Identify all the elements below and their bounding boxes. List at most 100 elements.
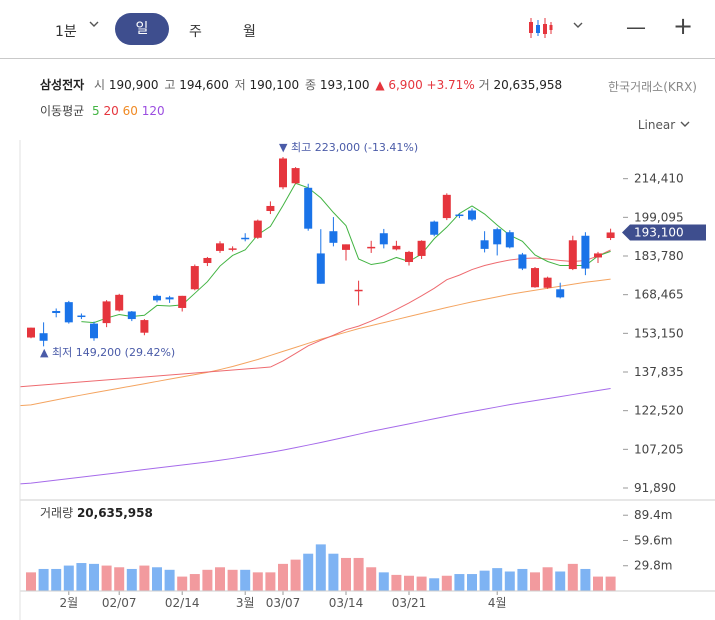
change-percent: +3.71% <box>426 78 475 92</box>
current-price-tag <box>622 224 706 241</box>
volume-bar <box>38 568 49 591</box>
price-tick-label: 153,150 <box>634 326 684 340</box>
low-label: 저 <box>234 78 246 92</box>
change-value: ▲ 6,900 <box>375 78 423 92</box>
volume-bar <box>76 563 87 591</box>
price-tick-label: 168,465 <box>634 288 684 302</box>
ma120-line <box>19 388 611 485</box>
candle-body <box>455 214 464 217</box>
candle-body <box>216 243 224 251</box>
price-tick-label: 199,095 <box>634 210 684 224</box>
ma-120-label[interactable]: 120 <box>141 104 165 118</box>
time-tick-label: 4월 <box>488 596 507 610</box>
ma-5-label[interactable]: 5 <box>92 104 100 118</box>
candle-body <box>178 295 187 308</box>
chevron-down-icon <box>89 21 99 27</box>
candle-body <box>392 245 401 250</box>
candle-body <box>556 289 565 298</box>
time-tick-label: 2월 <box>59 596 78 610</box>
stock-name: 삼성전자 <box>40 78 85 92</box>
exchange-label: 한국거래소(KRX) <box>608 80 697 94</box>
price-summary: 삼성전자 시 190,900 고 194,600 저 190,100 종 193… <box>40 76 564 93</box>
candle-body <box>594 253 602 258</box>
chart-type-dropdown[interactable] <box>572 19 584 35</box>
ma20-line <box>270 249 611 368</box>
volume-bar <box>290 559 301 591</box>
candle-body <box>316 253 325 284</box>
volume-bar <box>114 567 125 591</box>
candle-body <box>266 205 275 212</box>
volume-tick-label: 59.6m <box>634 533 672 547</box>
low-value: 190,100 <box>249 78 300 92</box>
ma-legend-label: 이동평균 <box>40 104 85 118</box>
volume-bar <box>441 575 452 591</box>
candle-body <box>468 210 476 220</box>
volume-bar <box>454 574 465 591</box>
time-tick-label: 03/21 <box>392 596 427 610</box>
volume-bar <box>101 565 112 591</box>
ma-20-label[interactable]: 20 <box>103 104 119 118</box>
candle-body <box>279 158 287 188</box>
zoom-in-button[interactable]: + <box>673 12 694 40</box>
tab-week[interactable]: 주 <box>189 24 202 40</box>
candle-body <box>291 168 300 184</box>
volume-bar <box>328 553 339 591</box>
ma60-line <box>19 278 611 407</box>
volume-title: 거래량 20,635,958 <box>40 506 153 520</box>
candle-body <box>342 244 350 250</box>
volume-bar <box>404 575 414 591</box>
time-tick-label: 3월 <box>236 596 255 610</box>
ma5-line <box>81 182 611 324</box>
candle-body <box>241 237 250 240</box>
candle-body <box>379 233 388 245</box>
candle-body <box>367 246 376 249</box>
candle-body <box>505 232 514 248</box>
volume-bar <box>517 568 528 591</box>
candle-body <box>606 232 615 239</box>
candle-body <box>493 229 502 245</box>
candle-body <box>405 251 413 263</box>
volume-bar <box>580 568 591 591</box>
scale-mode-select[interactable]: Linear <box>638 118 691 132</box>
candlestick-type-button[interactable] <box>527 16 553 44</box>
open-value: 190,900 <box>108 78 159 92</box>
min-price-annotation: ▲ 최저 149,200 (29.42%) <box>40 346 175 359</box>
candle-body <box>354 289 363 292</box>
chart-toolbar: 1분 일 주 월 — + <box>0 0 715 59</box>
candle-body <box>480 240 489 249</box>
candle-body <box>27 327 35 338</box>
price-tick-label: 137,835 <box>634 365 684 379</box>
volume-bar <box>177 576 188 591</box>
volume-tick-label: 89.4m <box>634 508 672 522</box>
candle-body <box>430 221 439 235</box>
volume-bar <box>530 572 540 591</box>
volume-bar <box>504 571 515 591</box>
volume-bar <box>303 553 314 591</box>
open-label: 시 <box>94 78 106 92</box>
interval-minute-select[interactable]: 1분 <box>55 24 77 40</box>
volume-bar <box>202 569 213 591</box>
volume-bar <box>341 557 351 591</box>
high-value: 194,600 <box>179 78 229 92</box>
volume-bar <box>265 572 276 591</box>
volume-bar <box>278 563 288 591</box>
volume-bar <box>605 576 616 591</box>
time-axis: 2월 02/07 02/14 3월 03/07 03/14 03/21 4월 <box>59 591 507 610</box>
volume-bar <box>366 567 377 591</box>
candle-body <box>190 266 199 290</box>
zoom-out-button[interactable]: — <box>626 15 646 39</box>
price-tick-label: 107,205 <box>634 442 684 456</box>
tab-day[interactable]: 일 <box>115 13 169 45</box>
ma-60-label[interactable]: 60 <box>122 104 138 118</box>
tab-month[interactable]: 월 <box>243 24 256 40</box>
moving-average-lines <box>19 182 611 485</box>
interval-dropdown-icon[interactable] <box>88 18 100 34</box>
price-tick-label: 183,780 <box>634 249 684 263</box>
time-tick-label: 02/14 <box>165 596 200 610</box>
chevron-down-icon <box>680 121 690 127</box>
volume-bar <box>215 567 225 591</box>
candle-body <box>417 240 426 256</box>
volume-bar <box>240 569 251 591</box>
candle-body <box>140 320 149 333</box>
